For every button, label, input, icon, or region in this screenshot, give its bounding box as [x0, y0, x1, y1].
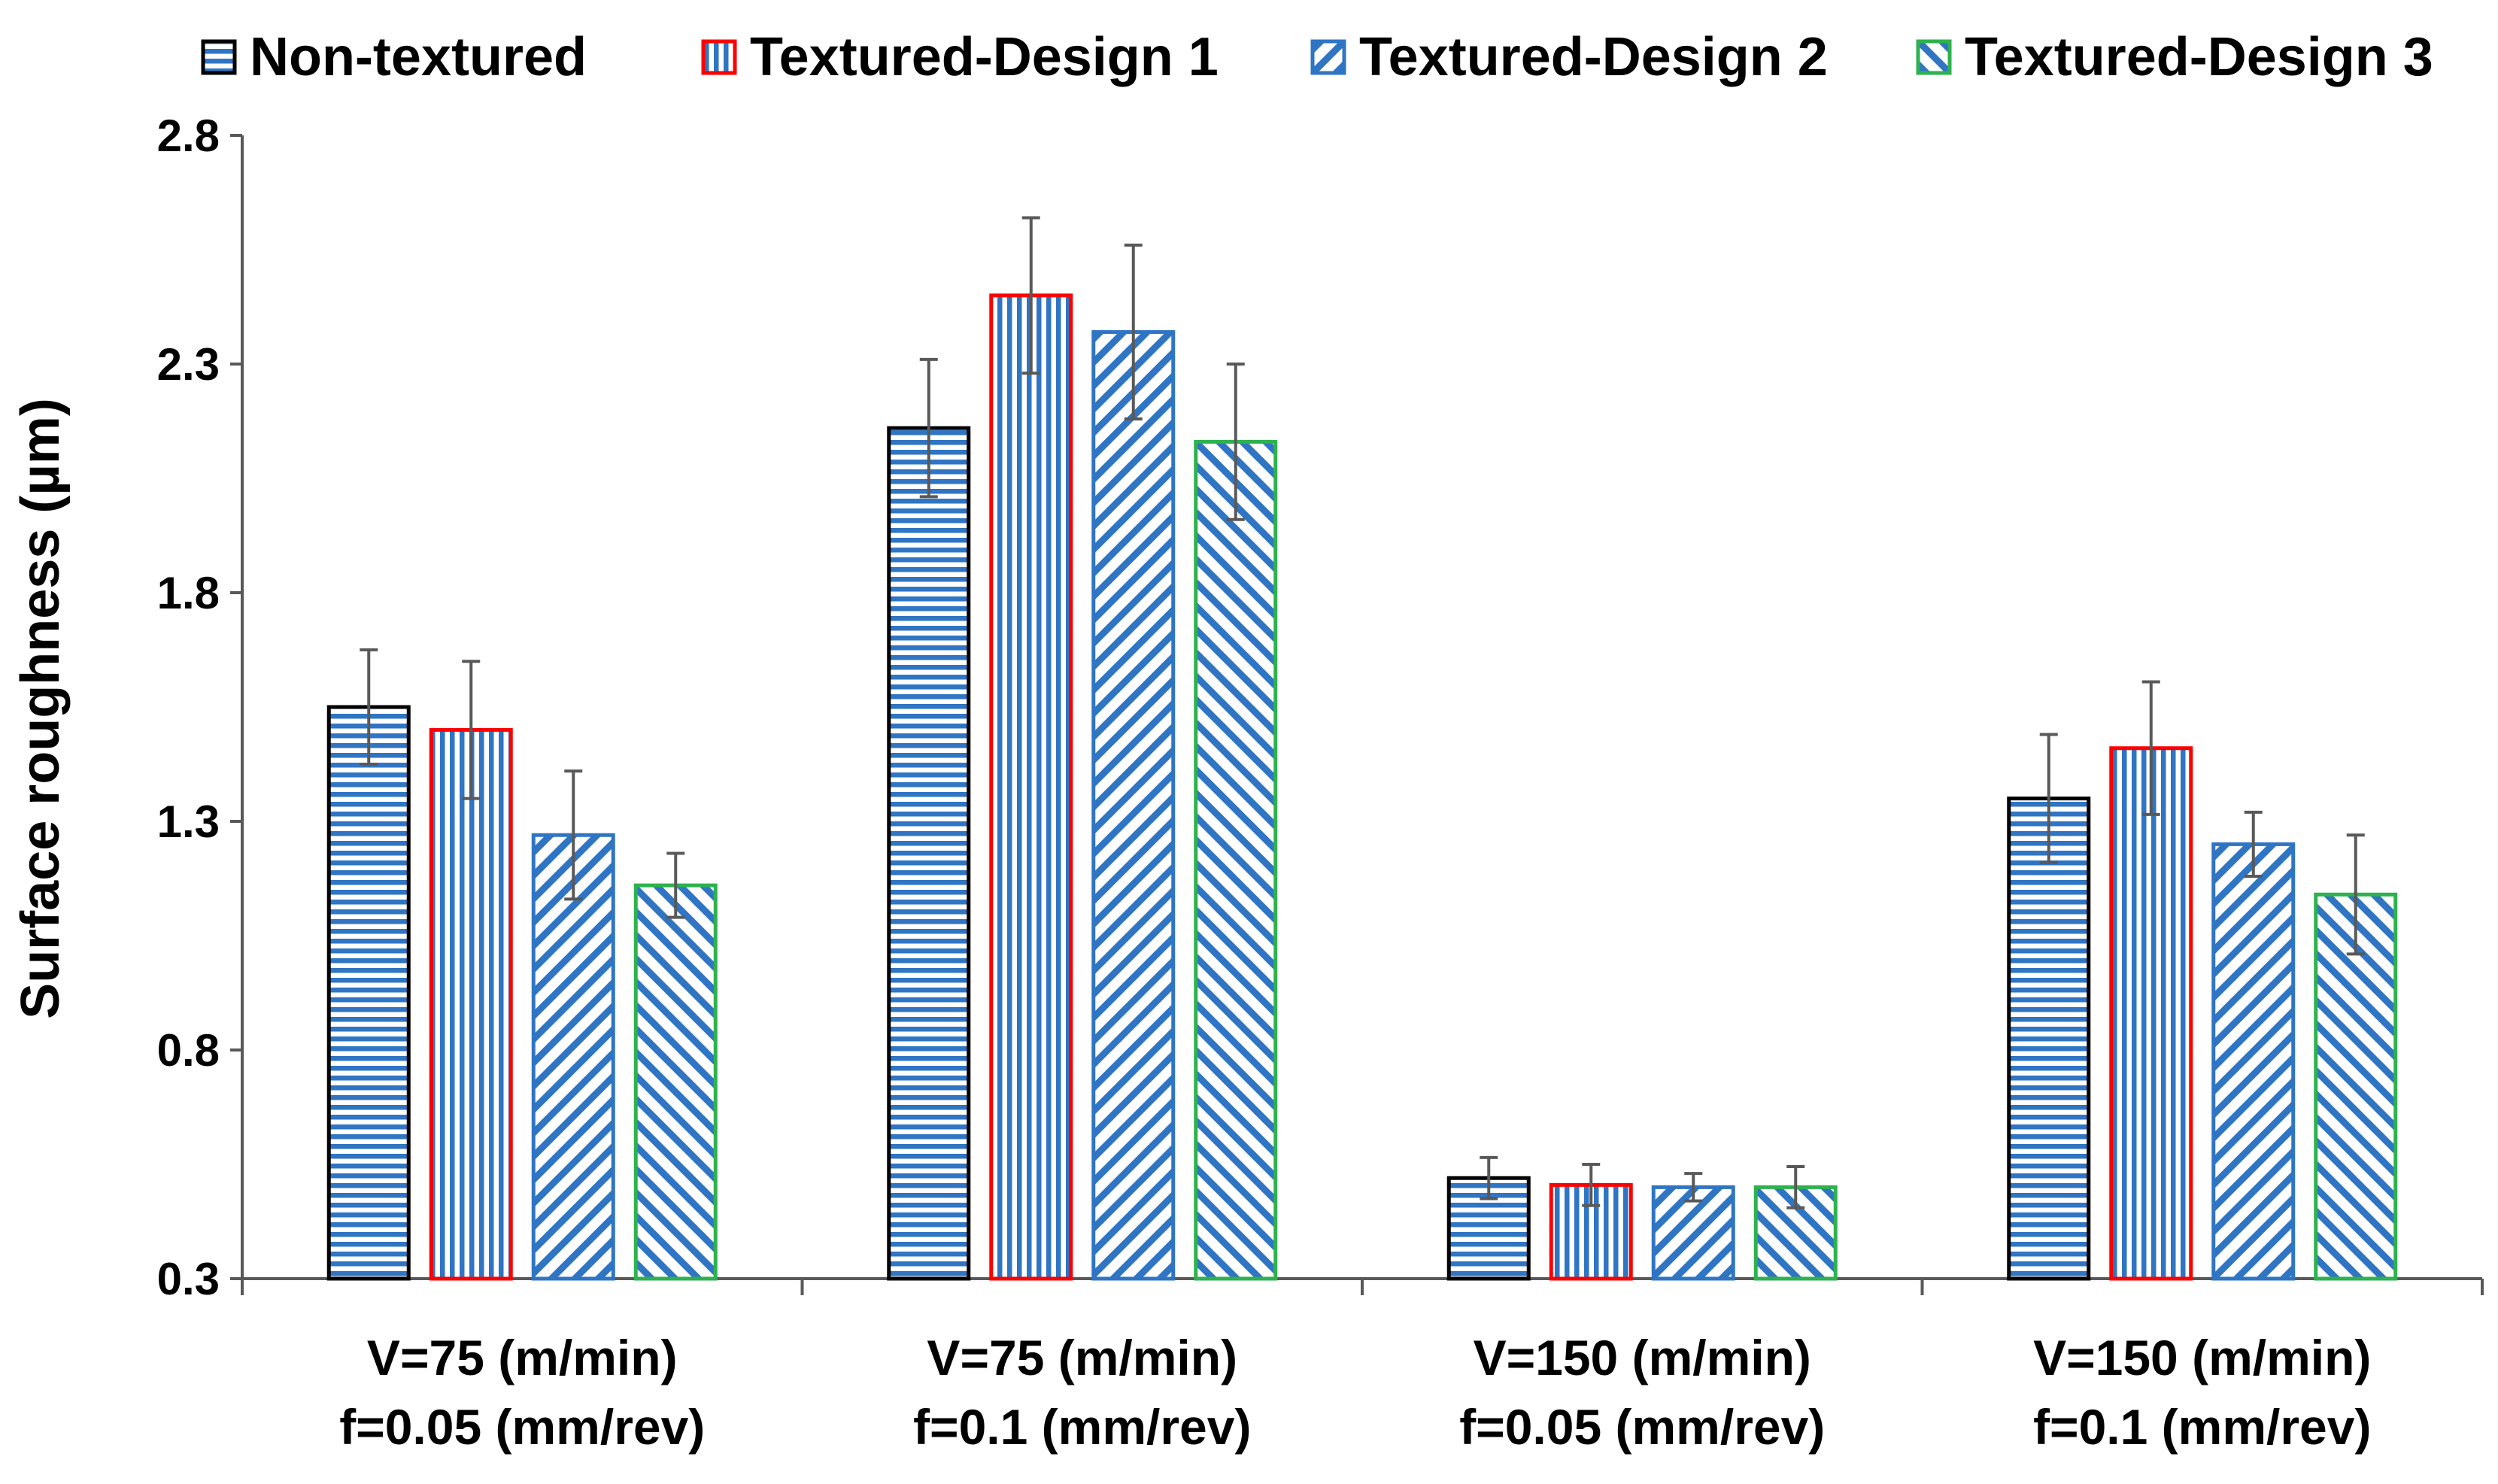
legend-label: Textured-Design 1 — [750, 27, 1219, 87]
bar — [887, 426, 971, 1281]
bar — [989, 293, 1073, 1281]
x-category-label: f=0.05 (mm/rev) — [339, 1399, 705, 1455]
x-category-label: f=0.05 (mm/rev) — [1459, 1399, 1825, 1455]
bar — [326, 705, 411, 1281]
bar — [2109, 746, 2193, 1281]
legend-swatch — [201, 39, 237, 75]
y-tick-label: 2.8 — [157, 111, 220, 161]
bar — [633, 883, 718, 1281]
x-category-label: V=150 (m/min) — [2033, 1330, 2371, 1385]
x-axis-category-labels: V=75 (m/min) f=0.05 (mm/rev) V=75 (m/min) f… — [339, 1330, 2371, 1455]
legend: Non-textured Textured-Design 1 Textured-De… — [201, 27, 2433, 87]
bar — [1194, 439, 1278, 1281]
x-category-label: f=0.1 (mm/rev) — [913, 1399, 1251, 1455]
legend-swatch — [1310, 39, 1346, 75]
y-tick-label: 1.8 — [157, 568, 220, 618]
error-bars — [360, 216, 2365, 1209]
y-tick-label: 1.3 — [157, 797, 220, 847]
y-tick-label: 0.3 — [157, 1254, 220, 1304]
bar — [531, 833, 615, 1281]
bar — [2007, 797, 2091, 1281]
legend-swatch — [701, 39, 737, 75]
legend-swatch — [1916, 39, 1952, 75]
bar — [2211, 842, 2296, 1281]
bar — [1651, 1185, 1735, 1281]
y-tick-label: 0.8 — [157, 1025, 220, 1076]
bar — [1091, 329, 1176, 1281]
bars — [326, 293, 2398, 1281]
y-axis-label-group: Surface roughness (µm) — [11, 398, 71, 1019]
x-category-label: V=75 (m/min) — [367, 1330, 678, 1385]
legend-label: Textured-Design 3 — [1965, 27, 2433, 87]
x-category-label: V=150 (m/min) — [1474, 1330, 1811, 1385]
y-axis-label: Surface roughness (µm) — [11, 398, 71, 1019]
x-category-label: f=0.1 (mm/rev) — [2033, 1399, 2371, 1455]
legend-label: Textured-Design 2 — [1359, 27, 1828, 87]
bar — [429, 727, 513, 1281]
legend-label: Non-textured — [250, 27, 587, 87]
axes: 0.3 0.8 1.3 1.8 2.3 2.8 — [157, 111, 2484, 1304]
y-tick-label: 2.3 — [157, 339, 220, 390]
x-category-label: V=75 (m/min) — [927, 1330, 1237, 1385]
